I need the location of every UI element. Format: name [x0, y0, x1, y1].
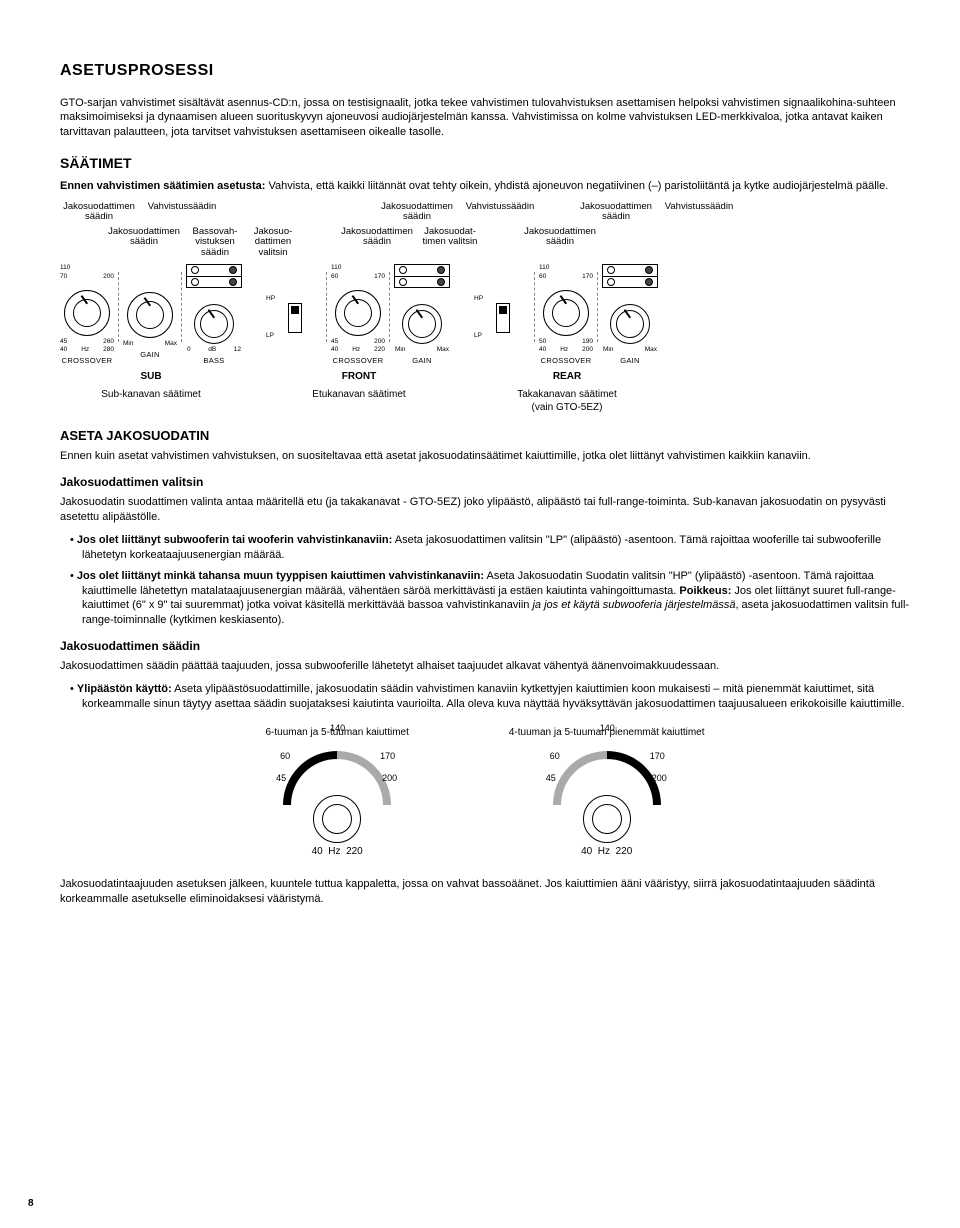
sub-panel: 110 70200 45260 40Hz280 CROSSOVER MinMax…	[60, 264, 242, 415]
control-panels: 110 70200 45260 40Hz280 CROSSOVER MinMax…	[60, 264, 910, 415]
rear-hplp-switch: HPLP	[480, 290, 526, 340]
front-crossover-knob: 110 60170 45200 40Hz220 CROSSOVER	[331, 264, 385, 366]
section-saadin: Jakosuodattimen säädin	[60, 638, 910, 654]
section-set-crossover: ASETA JAKOSUODATIN	[60, 427, 910, 445]
page-title: ASETUSPROSESSI	[60, 60, 910, 82]
sub-gain-knob: MinMax GAIN	[123, 270, 177, 360]
sub-crossover-knob: 110 70200 45260 40Hz280 CROSSOVER	[60, 264, 114, 366]
rear-panel: HPLP 110 60170 50190 40Hz200 CROSSOVER M…	[476, 264, 658, 415]
sub-bass-knob: 0dB12 BASS	[186, 264, 242, 366]
rear-crossover-knob: 110 60170 50190 40Hz200 CROSSOVER	[539, 264, 593, 366]
front-gain-knob: MinMax GAIN	[394, 264, 450, 366]
dial-6-5-inch: 6-tuuman ja 5-tuuman kaiuttimet 140 60 1…	[265, 726, 408, 859]
saadin-paragraph: Jakosuodattimen säädin päättää taajuuden…	[60, 659, 910, 674]
top-labels-row1: Jakosuodattimen säädin Vahvistussäädin J…	[60, 202, 910, 223]
front-panel: HPLP 110 60170 45200 40Hz220 CROSSOVER M…	[268, 264, 450, 415]
front-hplp-switch: HPLP	[272, 290, 318, 340]
section-valitsin: Jakosuodattimen valitsin	[60, 474, 910, 490]
valitsin-paragraph: Jakosuodatin suodattimen valinta antaa m…	[60, 495, 910, 525]
bullet-highpass: Ylipäästön käyttö: Aseta ylipäästösuodat…	[82, 682, 910, 712]
bullet-subwoofer: Jos olet liittänyt subwooferin tai woofe…	[82, 533, 910, 563]
rear-gain-knob: MinMax GAIN	[602, 264, 658, 366]
set-xo-intro: Ennen kuin asetat vahvistimen vahvistuks…	[60, 449, 910, 464]
controls-intro: Ennen vahvistimen säätimien asetusta: Va…	[60, 179, 910, 194]
dial-4-5-inch: 4-tuuman ja 5-tuuman pienemmät kaiuttime…	[509, 726, 705, 859]
bullet-other-speaker: Jos olet liittänyt minkä tahansa muun ty…	[82, 569, 910, 628]
page-number: 8	[28, 1197, 34, 1211]
top-labels-row2: Jakosuodattimen säädin Bassovah-vistukse…	[60, 227, 910, 258]
speaker-dials: 6-tuuman ja 5-tuuman kaiuttimet 140 60 1…	[60, 726, 910, 859]
intro-paragraph: GTO-sarjan vahvistimet sisältävät asennu…	[60, 96, 910, 141]
section-controls: SÄÄTIMET	[60, 154, 910, 173]
footer-paragraph: Jakosuodatintaajuuden asetuksen jälkeen,…	[60, 877, 910, 907]
